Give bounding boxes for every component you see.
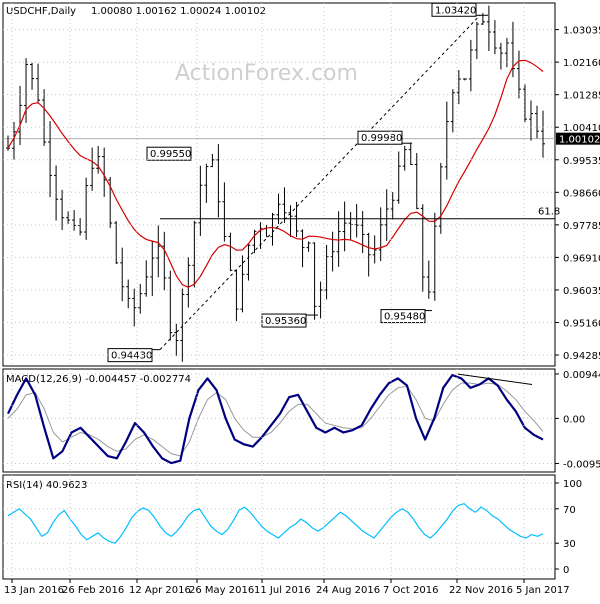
projection-dashed-line bbox=[159, 14, 481, 350]
date-tick-label: 5 Jan 2017 bbox=[516, 585, 570, 596]
price-layer: 61.8 0.94430 0.99550 0.95360 0.99980 0.95480 1… bbox=[3, 2, 560, 363]
macd-title: MACD(12,26,9) -0.004457 -0.002774 bbox=[6, 374, 191, 385]
rsi-panel-frame bbox=[2, 474, 556, 580]
price-ohlc-label: 1.00080 1.00162 1.00024 1.00102 bbox=[91, 6, 266, 17]
price-ytick-label: 1.02160 bbox=[563, 58, 600, 69]
price-ytick-label: 0.94285 bbox=[563, 351, 600, 362]
price-ytick-label: 1.03035 bbox=[563, 26, 600, 37]
price-ytick-label: 0.99535 bbox=[563, 156, 600, 167]
date-tick-label: 22 Nov 2016 bbox=[449, 585, 513, 596]
macd-main-line bbox=[7, 374, 544, 465]
date-tick-label: 26 Feb 2016 bbox=[62, 585, 124, 596]
macd-ytick-label: 0.009446 bbox=[563, 370, 600, 381]
macd-signal-line bbox=[7, 382, 544, 457]
rsi-ytick-label: 30 bbox=[563, 539, 576, 550]
annotation-box bbox=[146, 146, 192, 161]
date-tick-label: 13 Jan 2016 bbox=[4, 585, 64, 596]
annotation-box bbox=[357, 130, 403, 145]
date-tick-label: 24 Aug 2016 bbox=[316, 585, 380, 596]
last-price-label: 1.00102 bbox=[559, 135, 600, 146]
rsi-ytick-label: 100 bbox=[563, 479, 582, 490]
date-tick-label: 12 Apr 2016 bbox=[129, 585, 191, 596]
price-ytick-label: 1.00410 bbox=[563, 123, 600, 134]
annotation-label: 0.95480 bbox=[384, 312, 425, 323]
rsi-ytick-label: 70 bbox=[563, 505, 576, 516]
price-ytick-label: 0.96035 bbox=[563, 286, 600, 297]
date-tick-label: 11 Jul 2016 bbox=[254, 585, 311, 596]
rsi-line bbox=[7, 503, 544, 544]
date-tick-label: 7 Oct 2016 bbox=[383, 585, 438, 596]
rsi-layer bbox=[3, 482, 555, 570]
rsi-title: RSI(14) 40.9623 bbox=[6, 480, 87, 491]
macd-panel-frame bbox=[2, 368, 556, 473]
annotation-label: 0.99980 bbox=[361, 133, 402, 144]
macd-layer bbox=[3, 373, 555, 465]
annotation-box bbox=[431, 2, 477, 17]
price-ytick-label: 1.01285 bbox=[563, 91, 600, 102]
date-tick-label: 26 May 2016 bbox=[189, 585, 254, 596]
fib-level-label: 61.8 bbox=[538, 207, 560, 218]
annotation-label: 0.94430 bbox=[111, 351, 152, 362]
price-panel-frame bbox=[2, 2, 556, 367]
annotation-label: 1.03420 bbox=[435, 5, 476, 16]
annotation-box bbox=[261, 313, 307, 328]
moving-average-line bbox=[7, 59, 544, 288]
watermark-text: ActionForex.com bbox=[175, 61, 358, 86]
macd-divergence-line bbox=[457, 373, 533, 386]
macd-ytick-label: 0.00 bbox=[563, 414, 585, 425]
price-symbol-label: USDCHF,Daily bbox=[6, 6, 76, 17]
price-ytick-label: 0.97785 bbox=[563, 221, 600, 232]
last-price-box bbox=[556, 132, 600, 145]
annotation-label: 0.99550 bbox=[150, 149, 191, 160]
annotation-label: 0.95360 bbox=[265, 316, 306, 327]
macd-ytick-label: -0.009588 bbox=[563, 459, 600, 470]
rsi-ytick-label: 0 bbox=[563, 565, 569, 576]
